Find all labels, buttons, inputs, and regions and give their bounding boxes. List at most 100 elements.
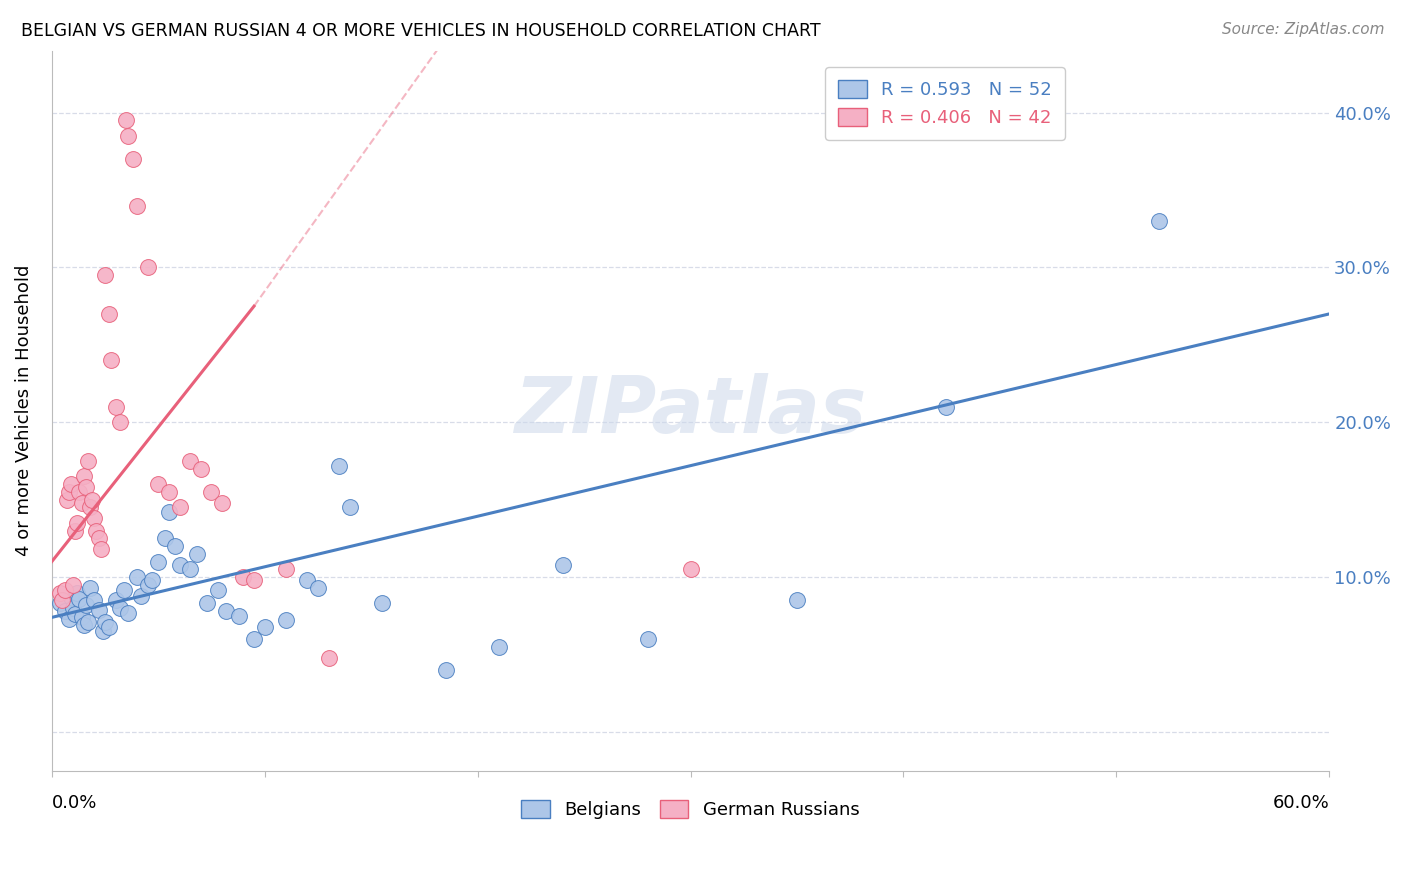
Point xyxy=(125,570,148,584)
Point xyxy=(136,578,159,592)
Point xyxy=(169,558,191,572)
Point xyxy=(58,485,80,500)
Point xyxy=(637,632,659,646)
Point xyxy=(73,469,96,483)
Point xyxy=(434,663,457,677)
Point xyxy=(935,400,957,414)
Point xyxy=(66,585,89,599)
Point xyxy=(108,601,131,615)
Point xyxy=(49,585,72,599)
Point xyxy=(1147,214,1170,228)
Point xyxy=(215,604,238,618)
Point xyxy=(79,500,101,515)
Point xyxy=(297,573,319,587)
Point xyxy=(274,562,297,576)
Y-axis label: 4 or more Vehicles in Household: 4 or more Vehicles in Household xyxy=(15,265,32,557)
Point xyxy=(307,581,329,595)
Point xyxy=(339,500,361,515)
Point xyxy=(148,477,170,491)
Point xyxy=(87,602,110,616)
Point xyxy=(117,128,139,143)
Point xyxy=(90,542,112,557)
Legend: Belgians, German Russians: Belgians, German Russians xyxy=(515,793,868,827)
Point xyxy=(153,532,176,546)
Point xyxy=(232,570,254,584)
Point xyxy=(207,582,229,597)
Point xyxy=(371,597,394,611)
Point xyxy=(70,610,93,624)
Text: Source: ZipAtlas.com: Source: ZipAtlas.com xyxy=(1222,22,1385,37)
Point xyxy=(77,615,100,629)
Point xyxy=(104,593,127,607)
Point xyxy=(83,511,105,525)
Text: 60.0%: 60.0% xyxy=(1272,794,1329,812)
Point xyxy=(121,152,143,166)
Point xyxy=(53,582,76,597)
Point xyxy=(94,615,117,629)
Point xyxy=(136,260,159,275)
Point xyxy=(79,581,101,595)
Point xyxy=(75,598,97,612)
Point xyxy=(488,640,510,654)
Point xyxy=(94,268,117,283)
Point xyxy=(100,353,122,368)
Point xyxy=(58,612,80,626)
Text: 0.0%: 0.0% xyxy=(52,794,97,812)
Point xyxy=(53,604,76,618)
Point xyxy=(66,516,89,530)
Point xyxy=(67,485,90,500)
Point xyxy=(169,500,191,515)
Point xyxy=(274,614,297,628)
Point xyxy=(318,650,340,665)
Point xyxy=(200,485,222,500)
Point xyxy=(70,496,93,510)
Point xyxy=(551,558,574,572)
Point xyxy=(98,307,121,321)
Point xyxy=(186,547,208,561)
Point xyxy=(77,454,100,468)
Point xyxy=(55,492,77,507)
Point xyxy=(87,532,110,546)
Text: ZIPatlas: ZIPatlas xyxy=(515,373,866,449)
Point xyxy=(62,578,84,592)
Point xyxy=(83,593,105,607)
Point xyxy=(104,400,127,414)
Point xyxy=(157,485,180,500)
Point xyxy=(243,573,266,587)
Point xyxy=(82,492,104,507)
Point xyxy=(63,607,86,622)
Point xyxy=(125,198,148,212)
Point xyxy=(253,620,276,634)
Point xyxy=(211,496,233,510)
Point xyxy=(117,606,139,620)
Point xyxy=(86,524,108,538)
Point xyxy=(115,113,138,128)
Point xyxy=(129,589,152,603)
Point xyxy=(98,620,121,634)
Point xyxy=(141,573,163,587)
Point xyxy=(59,477,82,491)
Point xyxy=(179,562,201,576)
Point xyxy=(679,562,702,576)
Point xyxy=(157,505,180,519)
Point xyxy=(49,597,72,611)
Point xyxy=(165,539,187,553)
Text: BELGIAN VS GERMAN RUSSIAN 4 OR MORE VEHICLES IN HOUSEHOLD CORRELATION CHART: BELGIAN VS GERMAN RUSSIAN 4 OR MORE VEHI… xyxy=(21,22,821,40)
Point xyxy=(91,624,114,639)
Point xyxy=(73,618,96,632)
Point xyxy=(228,608,250,623)
Point xyxy=(63,524,86,538)
Point xyxy=(112,582,135,597)
Point xyxy=(786,593,808,607)
Point xyxy=(328,458,350,473)
Point xyxy=(243,632,266,646)
Point xyxy=(190,462,212,476)
Point xyxy=(148,555,170,569)
Point xyxy=(179,454,201,468)
Point xyxy=(62,601,84,615)
Point xyxy=(195,597,218,611)
Point xyxy=(51,593,73,607)
Point xyxy=(75,480,97,494)
Point xyxy=(67,591,90,606)
Point xyxy=(108,415,131,429)
